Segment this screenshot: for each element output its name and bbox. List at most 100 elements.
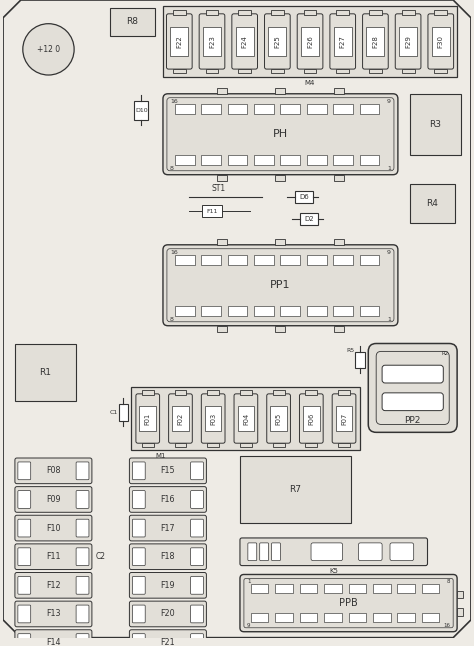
Bar <box>254 306 274 316</box>
Bar <box>228 255 247 264</box>
Text: R7: R7 <box>289 485 301 494</box>
Bar <box>434 10 447 15</box>
FancyBboxPatch shape <box>191 490 203 508</box>
Text: 1: 1 <box>387 317 391 322</box>
Bar <box>206 69 219 73</box>
Bar <box>172 406 189 432</box>
FancyBboxPatch shape <box>191 462 203 480</box>
Bar <box>337 69 349 73</box>
FancyBboxPatch shape <box>163 94 398 174</box>
FancyBboxPatch shape <box>18 576 31 594</box>
Bar <box>434 69 447 73</box>
Bar <box>369 10 382 15</box>
Text: F19: F19 <box>161 581 175 590</box>
Bar <box>275 613 293 622</box>
Bar <box>273 443 284 447</box>
Text: 9: 9 <box>387 250 391 255</box>
FancyBboxPatch shape <box>191 519 203 537</box>
Bar <box>173 69 186 73</box>
FancyBboxPatch shape <box>191 605 203 623</box>
Text: F04: F04 <box>243 412 249 424</box>
Circle shape <box>23 24 74 75</box>
Text: D10: D10 <box>135 108 147 113</box>
Bar <box>240 390 252 395</box>
Text: ST1: ST1 <box>211 185 225 193</box>
Bar <box>281 103 300 114</box>
Bar <box>360 155 380 165</box>
Bar <box>373 613 391 622</box>
FancyBboxPatch shape <box>76 462 89 480</box>
Bar <box>334 88 344 94</box>
Bar <box>217 174 227 181</box>
Bar <box>238 10 251 15</box>
Text: F03: F03 <box>210 412 216 424</box>
Bar <box>275 174 285 181</box>
FancyBboxPatch shape <box>260 543 269 561</box>
Text: F11: F11 <box>46 552 61 561</box>
Text: F09: F09 <box>46 495 61 504</box>
FancyBboxPatch shape <box>15 516 92 541</box>
Bar <box>205 406 221 432</box>
Bar <box>300 613 317 622</box>
Bar <box>360 255 380 264</box>
Text: PPB: PPB <box>339 598 358 608</box>
Text: F16: F16 <box>161 495 175 504</box>
Bar <box>337 10 349 15</box>
Bar <box>271 69 284 73</box>
Bar <box>240 456 350 523</box>
FancyBboxPatch shape <box>382 365 443 383</box>
Bar <box>203 27 221 56</box>
Text: D2: D2 <box>304 216 314 222</box>
Bar <box>373 585 391 593</box>
FancyBboxPatch shape <box>248 543 257 561</box>
Bar <box>410 94 461 155</box>
Text: PP2: PP2 <box>404 416 421 425</box>
Text: M4: M4 <box>305 80 315 86</box>
Bar <box>270 406 287 432</box>
FancyBboxPatch shape <box>76 519 89 537</box>
Text: R4: R4 <box>427 199 438 208</box>
Text: D6: D6 <box>299 194 309 200</box>
Bar <box>422 613 439 622</box>
Bar <box>334 239 344 245</box>
Bar <box>236 27 254 56</box>
Bar <box>281 255 300 264</box>
Text: F06: F06 <box>308 412 314 424</box>
FancyBboxPatch shape <box>166 14 192 69</box>
Bar <box>334 174 344 181</box>
FancyBboxPatch shape <box>363 14 388 69</box>
Bar <box>15 344 76 401</box>
Bar <box>237 406 254 432</box>
Text: 9: 9 <box>387 99 391 104</box>
FancyBboxPatch shape <box>382 393 443 411</box>
Bar <box>175 155 195 165</box>
FancyBboxPatch shape <box>311 543 343 561</box>
Bar <box>217 88 227 94</box>
Text: R5: R5 <box>346 348 355 353</box>
Text: 9: 9 <box>247 623 250 628</box>
Text: F25: F25 <box>274 35 280 48</box>
Bar <box>360 306 380 316</box>
FancyBboxPatch shape <box>201 394 225 443</box>
FancyBboxPatch shape <box>163 245 398 326</box>
Bar <box>268 27 286 56</box>
Text: 1: 1 <box>387 166 391 171</box>
Text: F22: F22 <box>176 35 182 48</box>
FancyBboxPatch shape <box>18 462 31 480</box>
FancyBboxPatch shape <box>191 576 203 594</box>
FancyBboxPatch shape <box>15 458 92 484</box>
Bar <box>109 8 155 36</box>
Bar <box>410 183 455 223</box>
Bar <box>360 103 380 114</box>
Bar <box>457 608 463 616</box>
Bar <box>217 239 227 245</box>
Text: F20: F20 <box>161 609 175 618</box>
FancyBboxPatch shape <box>264 14 290 69</box>
FancyBboxPatch shape <box>267 394 291 443</box>
Bar <box>201 103 221 114</box>
Bar <box>142 390 154 395</box>
FancyBboxPatch shape <box>330 14 356 69</box>
Bar <box>304 10 317 15</box>
Bar <box>305 443 317 447</box>
FancyBboxPatch shape <box>76 548 89 566</box>
